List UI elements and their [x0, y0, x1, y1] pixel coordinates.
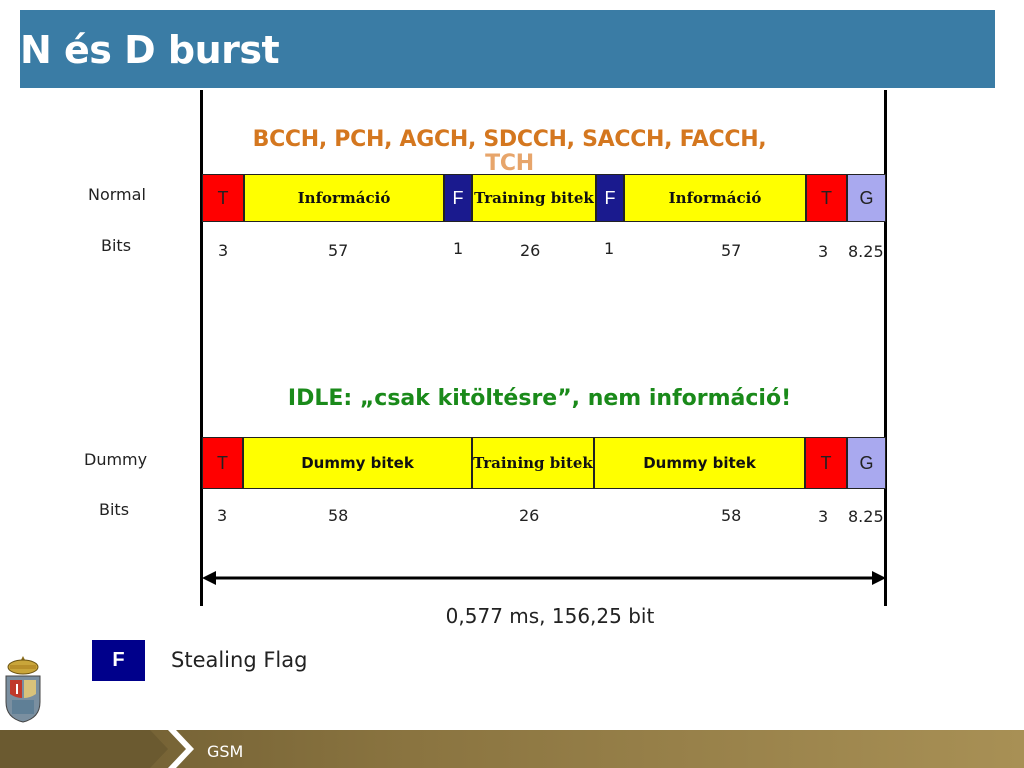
idle-note: IDLE: „csak kitöltésre”, nem információ! — [287, 386, 792, 411]
duration-label: 0,577 ms, 156,25 bit — [445, 604, 655, 628]
legend-text: Stealing Flag — [171, 648, 308, 672]
dummy-bits-1-count: 58 — [328, 506, 349, 525]
title-bar — [20, 10, 995, 88]
normal-bits-flag-2: 1 — [604, 239, 615, 258]
dummy-guard: G — [847, 437, 886, 489]
dummy-bits-1: Dummy bitek — [243, 437, 472, 489]
normal-bits-info-1: 57 — [328, 241, 349, 260]
dummy-bits-2: Dummy bitek — [594, 437, 805, 489]
normal-flag-1: F — [444, 174, 472, 222]
dummy-bits-label: Bits — [99, 500, 130, 519]
channel-list-line2: TCH — [485, 151, 534, 176]
duration-arrow — [202, 571, 886, 585]
normal-bits-label: Bits — [101, 236, 132, 255]
dummy-training: Training bitek — [472, 437, 594, 489]
dummy-guard-count: 8.25 — [848, 507, 884, 526]
normal-bits-guard: 8.25 — [848, 242, 884, 261]
normal-bits-training: 26 — [520, 241, 541, 260]
legend-flag-symbol: F — [92, 640, 145, 681]
frame-right-line — [884, 90, 887, 606]
university-crest-icon — [5, 656, 41, 723]
normal-bits-tail-end: 3 — [818, 242, 829, 261]
dummy-bits-tail-start-count: 3 — [217, 506, 228, 525]
dummy-tail-end-count: 3 — [818, 507, 829, 526]
footer-chevron-icon — [0, 730, 194, 768]
normal-tail-end: T — [806, 174, 847, 222]
normal-tail-start: T — [202, 174, 244, 222]
normal-info-2: Információ — [624, 174, 806, 222]
normal-burst-label: Normal — [88, 185, 146, 204]
normal-bits-tail-start: 3 — [218, 241, 229, 260]
normal-info-1: Információ — [244, 174, 444, 222]
dummy-tail-end: T — [805, 437, 847, 489]
normal-bits-flag-1: 1 — [453, 239, 464, 258]
dummy-training-count: 26 — [519, 506, 540, 525]
channel-list-line1: BCCH, PCH, AGCH, SDCCH, SACCH, FACCH, — [252, 127, 767, 152]
normal-guard: G — [847, 174, 886, 222]
dummy-burst-label: Dummy — [84, 450, 148, 469]
frame-left-line — [200, 90, 203, 606]
footer-bar — [0, 730, 1024, 768]
normal-flag-2: F — [596, 174, 624, 222]
normal-training: Training bitek — [472, 174, 596, 222]
dummy-burst: T Dummy bitek Training bitek Dummy bitek… — [202, 437, 886, 489]
footer-section-label: GSM — [207, 742, 244, 761]
channel-list: BCCH, PCH, AGCH, SDCCH, SACCH, FACCH, TC… — [232, 117, 787, 187]
dummy-tail-start: T — [202, 437, 243, 489]
dummy-bits-2-count: 58 — [721, 506, 742, 525]
slide-title: N és D burst — [20, 28, 280, 72]
normal-burst: T Információ F Training bitek F Informác… — [202, 174, 886, 222]
normal-bits-info-2: 57 — [721, 241, 742, 260]
